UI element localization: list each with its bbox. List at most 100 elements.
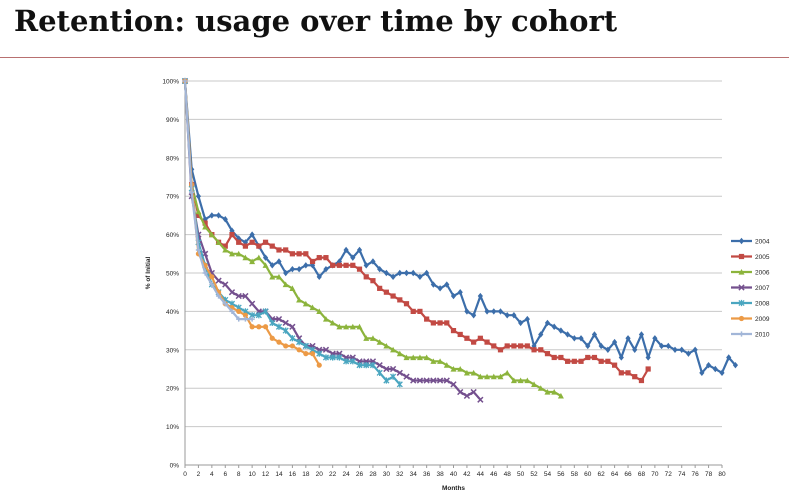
data-point-2005	[524, 343, 530, 349]
data-point-2004	[350, 254, 356, 261]
legend-item-2006: 2006	[731, 269, 770, 276]
x-tick-label: 24	[342, 471, 350, 478]
data-point-2010	[229, 308, 235, 314]
data-point-2007	[202, 250, 209, 257]
data-point-2005	[504, 343, 510, 349]
data-point-2008	[282, 327, 289, 334]
legend-item-2005: 2005	[731, 254, 770, 261]
data-point-2006	[416, 354, 423, 361]
data-point-2009	[256, 324, 262, 330]
data-point-2005	[356, 266, 363, 272]
data-point-2007	[463, 392, 471, 400]
data-point-2007	[228, 289, 236, 296]
legend-marker	[738, 299, 745, 307]
data-point-2010	[202, 270, 208, 276]
data-point-2004	[249, 231, 255, 238]
data-point-2007	[322, 346, 330, 353]
data-point-2008	[316, 350, 323, 357]
data-point-2004	[565, 331, 571, 338]
data-point-2006	[531, 381, 538, 387]
legend-marker	[738, 284, 745, 291]
legend-label: 2008	[755, 300, 770, 307]
data-point-2009	[309, 351, 316, 357]
x-tick-label: 26	[356, 471, 364, 478]
data-point-2008	[289, 335, 296, 342]
data-point-2009	[249, 324, 255, 330]
data-point-2004	[390, 273, 396, 281]
data-point-2005	[309, 258, 316, 265]
data-point-2005	[316, 255, 322, 261]
data-point-2005	[296, 251, 302, 257]
legend-item-2004: 2004	[731, 237, 770, 245]
series-2010	[182, 78, 255, 322]
legend-marker	[738, 269, 745, 275]
data-point-2008	[363, 362, 370, 369]
x-tick-label: 18	[302, 471, 310, 478]
x-axis-title: Months	[442, 485, 465, 492]
data-point-2005	[283, 247, 289, 253]
legend-label: 2005	[755, 254, 770, 261]
data-point-2004	[377, 265, 383, 273]
x-tick-label: 42	[463, 471, 471, 478]
legend-marker	[738, 331, 745, 337]
data-point-2005	[222, 243, 228, 249]
data-point-2005	[450, 328, 457, 334]
series-line-2005	[183, 80, 650, 382]
data-point-2004	[538, 331, 544, 338]
data-point-2010	[189, 189, 195, 195]
data-point-2009	[262, 324, 269, 330]
data-point-2007	[443, 377, 450, 384]
x-tick-label: 68	[638, 471, 646, 478]
data-point-2007	[275, 315, 283, 323]
data-point-2005	[390, 293, 396, 299]
data-point-2010	[215, 293, 222, 299]
data-point-2007	[242, 292, 249, 300]
data-point-2005	[471, 339, 477, 345]
data-point-2006	[383, 342, 390, 349]
data-point-2006	[349, 323, 356, 330]
data-point-2005	[544, 351, 551, 357]
data-point-2004	[504, 312, 510, 319]
data-point-2007	[383, 365, 390, 373]
data-point-2006	[437, 358, 444, 364]
data-point-2004	[497, 308, 504, 315]
data-point-2009	[209, 274, 215, 280]
data-point-2005	[484, 339, 490, 345]
data-point-2005	[511, 343, 517, 349]
data-point-2004	[578, 335, 584, 342]
data-point-2006	[490, 373, 497, 380]
data-point-2004	[558, 327, 564, 334]
x-tick-label: 8	[237, 471, 241, 478]
data-point-2008	[269, 319, 276, 327]
data-point-2005	[336, 262, 342, 268]
y-tick-label: 0%	[170, 463, 180, 470]
data-point-2010	[182, 78, 188, 84]
data-point-2005	[618, 370, 624, 376]
data-point-2008	[322, 354, 330, 361]
data-point-2004	[605, 346, 611, 353]
data-point-2006	[208, 231, 215, 238]
x-tick-label: 16	[289, 471, 297, 478]
series-2006	[182, 78, 564, 399]
data-point-2004	[571, 335, 577, 342]
data-point-2004	[457, 289, 463, 296]
x-tick-label: 14	[275, 471, 283, 478]
legend-label: 2007	[755, 285, 770, 292]
data-point-2007	[403, 373, 410, 380]
x-tick-label: 34	[410, 471, 418, 478]
data-point-2008	[383, 377, 390, 384]
data-point-2005	[571, 358, 577, 364]
data-point-2005	[397, 297, 403, 303]
data-point-2004	[403, 269, 410, 277]
data-point-2005	[370, 278, 376, 284]
data-point-2007	[215, 277, 222, 284]
legend-item-2010: 2010	[731, 331, 770, 338]
data-point-2008	[390, 373, 397, 380]
data-point-2010	[195, 247, 202, 253]
x-tick-label: 44	[477, 471, 485, 478]
data-point-2005	[457, 331, 463, 338]
data-point-2006	[222, 246, 229, 253]
data-point-2007	[222, 281, 229, 288]
data-point-2004	[309, 262, 316, 269]
data-point-2004	[491, 308, 497, 315]
